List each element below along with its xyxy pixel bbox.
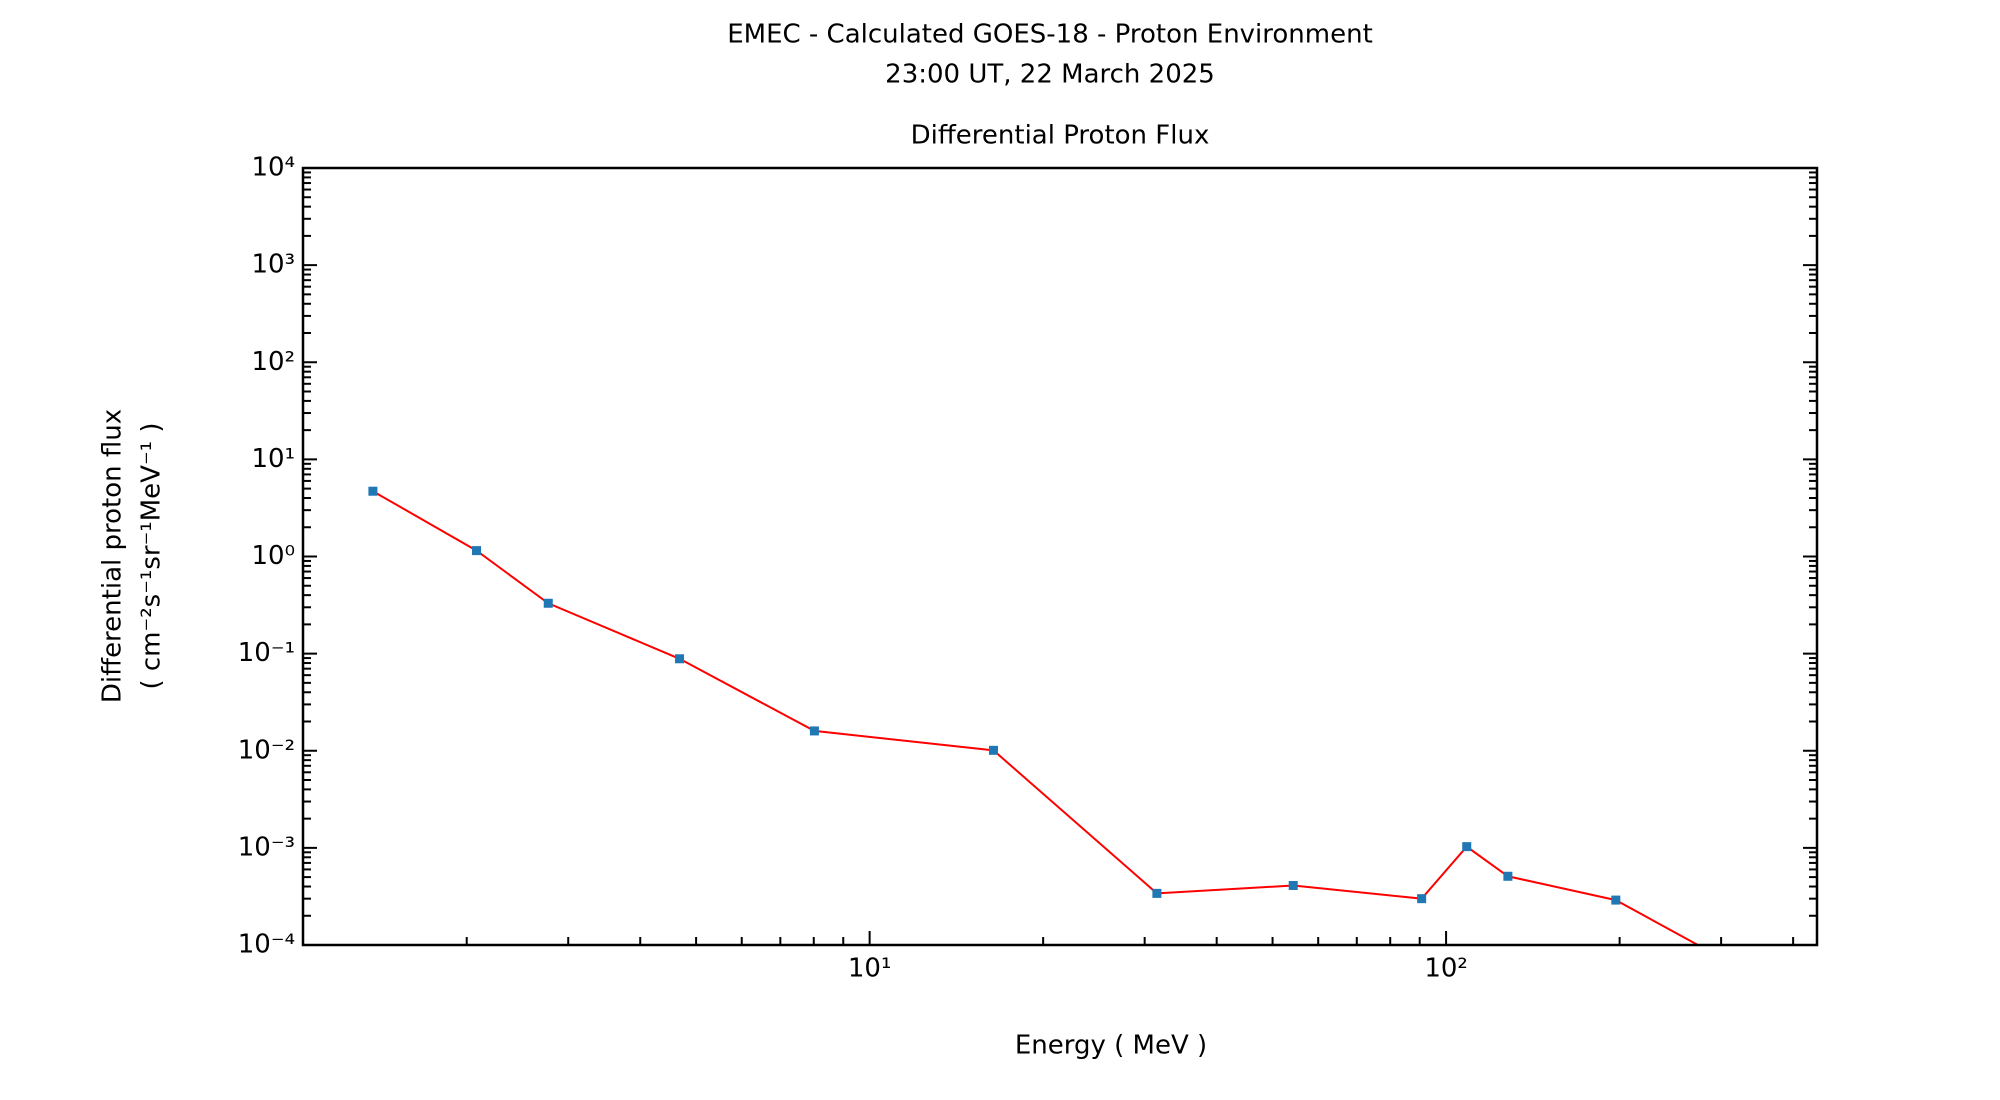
data-point — [368, 486, 378, 496]
chart-title: EMEC - Calculated GOES-18 - Proton Envir… — [727, 20, 1373, 50]
data-point — [809, 726, 819, 736]
data-point — [1733, 962, 1742, 971]
data-line — [372, 490, 1700, 945]
chart-subtitle: 23:00 UT, 22 March 2025 — [885, 60, 1215, 90]
y-tick-label: 10⁻⁴ — [238, 930, 295, 960]
data-point — [472, 546, 482, 556]
data-point — [1417, 894, 1427, 904]
data-point — [675, 654, 685, 664]
data-point — [543, 598, 553, 608]
x-tick-label: 10² — [1424, 954, 1468, 984]
plot-area — [368, 486, 1742, 971]
x-tick-label: 10¹ — [848, 954, 892, 984]
plot-frame — [301, 166, 1819, 947]
y-tick-label: 10⁻³ — [238, 832, 295, 862]
data-point — [1503, 871, 1513, 881]
y-tick-label: 10⁻¹ — [238, 638, 295, 668]
y-tick-label: 10¹ — [251, 444, 295, 474]
data-point — [1611, 895, 1621, 905]
y-tick-label: 10³ — [251, 250, 295, 280]
data-point — [1152, 888, 1162, 898]
axes-title: Differential Proton Flux — [911, 121, 1210, 151]
x-axis-label: Energy ( MeV ) — [1015, 1031, 1207, 1061]
y-axis-label: ( cm⁻²s⁻¹sr⁻¹MeV⁻¹ ) — [137, 422, 167, 689]
y-tick-label: 10⁰ — [251, 541, 295, 571]
y-tick-label: 10⁻² — [238, 735, 295, 765]
y-axis-label: Differential proton flux — [98, 409, 128, 703]
data-point — [1462, 842, 1472, 852]
y-tick-label: 10⁴ — [251, 153, 295, 183]
data-point — [988, 745, 998, 755]
y-tick-label: 10² — [251, 347, 295, 377]
data-point — [1288, 880, 1298, 890]
